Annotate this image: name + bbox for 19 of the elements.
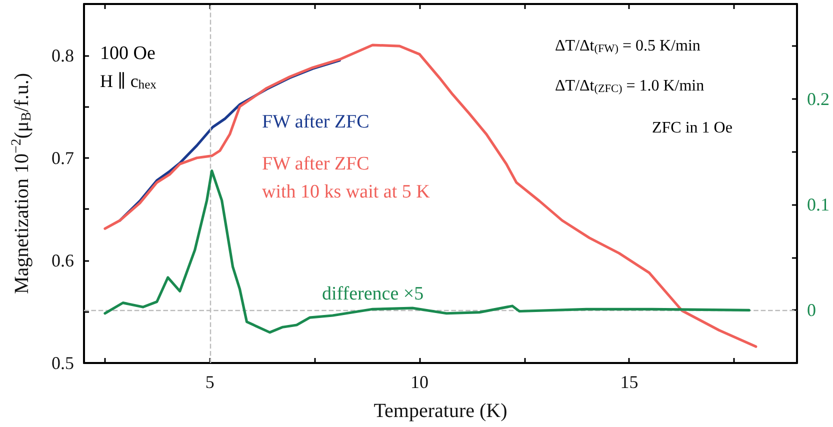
x-tick-label: 10 (410, 372, 429, 392)
y-tick-label: 0.8 (52, 45, 74, 66)
annotation: ZFC in 1 Oe (652, 120, 732, 136)
y-tick-label: 0.7 (52, 148, 74, 168)
y2-tick-label: 0.1 (807, 194, 830, 215)
series-label: FW after ZFC (262, 112, 370, 132)
y-tick-label: 0.6 (52, 250, 74, 270)
series-label: difference ×5 (322, 284, 424, 304)
x-tick-label: 5 (205, 372, 214, 392)
series-label: FW after ZFC with 10 ks wait at 5 K (262, 154, 430, 202)
x-tick-label: 15 (620, 372, 638, 392)
annotation: H ∥ chex (100, 71, 158, 92)
y-axis-title: Magnetization 10−2(μB/f.u.) (10, 72, 34, 294)
y2-tick-label: 0.2 (807, 89, 830, 110)
annotation: 100 Oe (100, 43, 156, 64)
y-tick-label: 0.5 (52, 353, 74, 373)
y2-tick-label: 0 (807, 300, 816, 320)
line-series (104, 170, 750, 334)
x-axis-title: Temperature (K) (374, 400, 508, 422)
